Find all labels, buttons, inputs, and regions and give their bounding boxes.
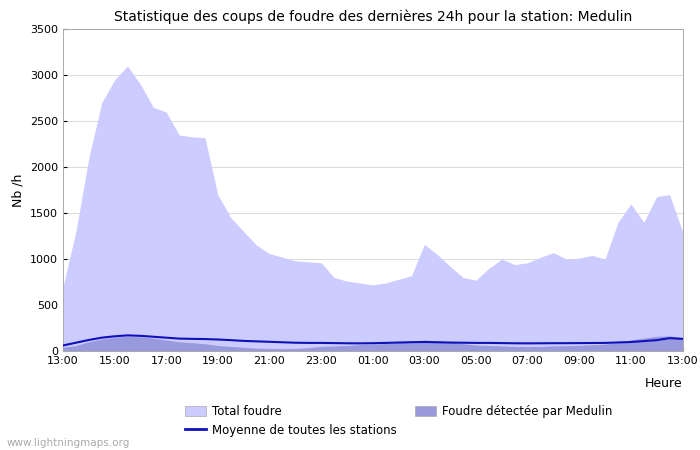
Text: Heure: Heure [645,377,682,390]
Legend: Total foudre, Moyenne de toutes les stations, Foudre détectée par Medulin: Total foudre, Moyenne de toutes les stat… [181,400,617,441]
Text: www.lightningmaps.org: www.lightningmaps.org [7,438,130,448]
Y-axis label: Nb /h: Nb /h [11,173,25,207]
Title: Statistique des coups de foudre des dernières 24h pour la station: Medulin: Statistique des coups de foudre des dern… [113,9,632,24]
